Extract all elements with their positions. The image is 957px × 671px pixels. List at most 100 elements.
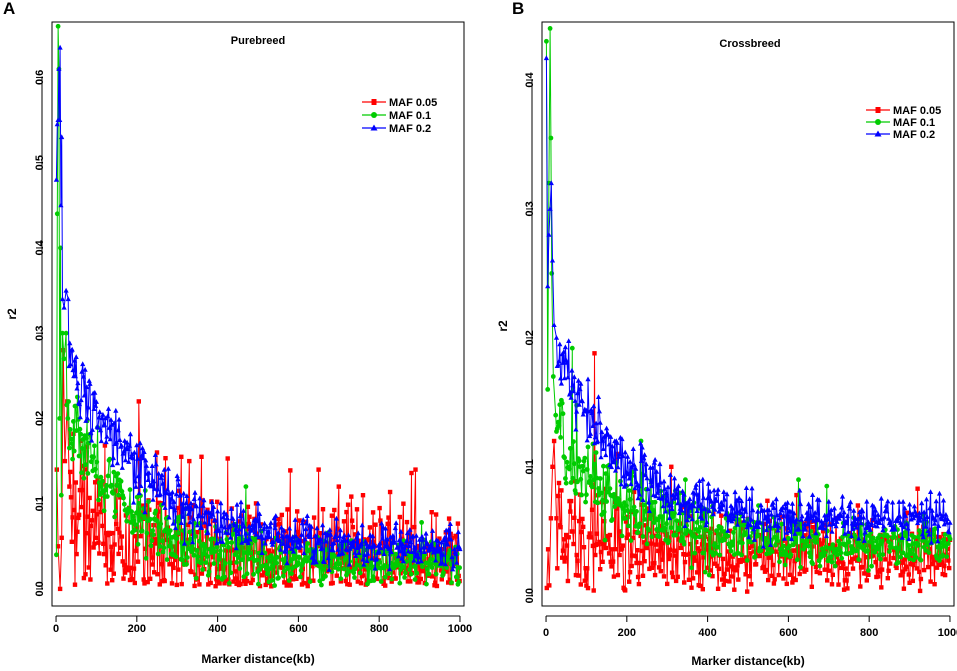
data-point xyxy=(97,427,104,433)
data-point xyxy=(72,357,78,363)
data-point xyxy=(160,481,166,486)
data-point xyxy=(262,540,268,546)
data-point xyxy=(800,533,806,539)
data-point xyxy=(828,507,834,513)
x-tick-label: 400 xyxy=(208,623,226,635)
data-point xyxy=(941,521,947,527)
data-point xyxy=(678,545,684,551)
data-point xyxy=(699,515,705,521)
data-point xyxy=(444,569,449,574)
data-point xyxy=(390,533,396,538)
data-point xyxy=(451,546,457,552)
data-point xyxy=(136,399,141,404)
panel-label-b: B xyxy=(512,0,524,18)
data-point xyxy=(139,445,146,451)
data-point xyxy=(829,559,835,565)
data-point xyxy=(822,550,828,555)
data-point xyxy=(907,556,912,562)
data-point xyxy=(130,455,136,461)
data-point xyxy=(572,398,578,403)
data-point xyxy=(753,562,759,567)
legend-label: MAF 0.2 xyxy=(389,123,431,135)
data-point xyxy=(925,564,931,570)
data-point xyxy=(725,533,731,539)
data-point xyxy=(284,560,290,566)
data-point xyxy=(598,454,604,460)
data-point xyxy=(703,522,709,528)
data-point xyxy=(894,515,901,520)
data-point xyxy=(877,568,882,573)
data-point xyxy=(811,525,816,530)
data-point xyxy=(918,576,924,582)
data-point xyxy=(197,582,202,587)
data-point xyxy=(250,577,255,583)
data-point xyxy=(377,540,383,546)
data-point xyxy=(781,543,786,549)
data-point xyxy=(922,516,928,522)
data-point xyxy=(375,576,380,582)
data-point xyxy=(572,515,577,520)
data-point xyxy=(418,558,424,564)
data-point xyxy=(620,543,625,548)
data-point xyxy=(668,502,674,508)
data-point xyxy=(640,573,646,578)
data-point xyxy=(582,578,587,583)
data-point xyxy=(617,552,622,558)
data-point xyxy=(755,508,761,514)
data-point xyxy=(190,516,196,522)
data-point xyxy=(328,541,333,546)
data-point xyxy=(574,408,580,414)
data-point xyxy=(239,540,245,545)
data-point xyxy=(263,562,269,568)
data-point xyxy=(137,440,143,446)
data-point xyxy=(81,475,87,481)
data-point xyxy=(867,527,873,532)
data-point xyxy=(53,176,59,182)
data-point xyxy=(669,464,674,469)
data-point xyxy=(124,518,130,524)
data-point xyxy=(635,495,641,501)
data-point xyxy=(747,496,753,501)
data-point xyxy=(892,526,898,532)
data-point xyxy=(196,562,201,568)
data-point xyxy=(322,564,327,569)
data-point xyxy=(423,530,429,536)
data-point xyxy=(201,497,207,503)
data-point xyxy=(149,538,155,544)
data-point xyxy=(361,561,367,567)
data-point xyxy=(408,571,414,577)
data-point xyxy=(191,552,197,558)
data-point xyxy=(400,558,406,564)
data-point xyxy=(132,527,138,533)
data-point xyxy=(365,566,371,572)
data-point xyxy=(108,567,113,572)
data-point xyxy=(103,487,109,493)
data-point xyxy=(922,539,928,545)
data-point xyxy=(177,492,183,498)
data-point xyxy=(435,538,441,544)
data-point xyxy=(584,583,589,588)
data-point xyxy=(847,505,853,511)
data-point xyxy=(95,424,101,430)
data-point xyxy=(887,518,893,524)
data-point xyxy=(432,547,438,552)
data-point xyxy=(933,498,939,504)
data-point xyxy=(937,558,942,563)
data-point xyxy=(248,580,254,586)
data-point xyxy=(906,572,911,577)
data-point xyxy=(701,555,706,560)
data-point xyxy=(77,487,83,493)
data-point xyxy=(800,521,806,526)
data-point xyxy=(551,322,557,327)
data-point xyxy=(766,507,772,513)
data-point xyxy=(406,543,412,548)
data-point xyxy=(409,470,414,476)
data-point xyxy=(266,548,272,553)
data-point xyxy=(760,543,766,549)
data-point xyxy=(662,486,668,491)
data-point xyxy=(116,492,121,498)
data-point xyxy=(108,417,114,422)
data-point xyxy=(338,579,343,584)
data-point xyxy=(86,378,92,383)
data-point xyxy=(325,555,331,561)
